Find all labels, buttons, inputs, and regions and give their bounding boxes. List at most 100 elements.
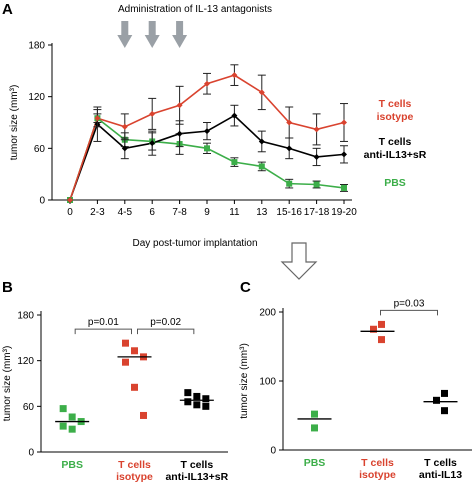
- x-tick-label: 4-5: [118, 207, 133, 218]
- y-tick-label: 60: [34, 144, 46, 155]
- data-point: [176, 130, 183, 137]
- down-arrow-icon: [144, 21, 160, 48]
- data-point: [68, 413, 76, 421]
- data-point: [378, 336, 385, 344]
- y-axis-label: tumor size (mm³): [9, 85, 20, 161]
- group-label: isotype: [359, 469, 396, 481]
- data-point: [311, 424, 318, 432]
- p-value-label: p=0.02: [150, 317, 181, 328]
- down-arrow-icon: [117, 21, 133, 48]
- data-point: [311, 410, 318, 418]
- group-label: T cells: [118, 459, 151, 471]
- group-label: T cells: [180, 459, 213, 471]
- data-point: [59, 422, 67, 430]
- y-tick-label: 100: [259, 377, 276, 388]
- data-point: [370, 325, 377, 333]
- p-value-label: p=0.03: [394, 298, 425, 309]
- legend-label: PBS: [384, 177, 406, 189]
- group-label: anti-IL13+sR: [165, 471, 228, 483]
- data-point: [140, 411, 147, 419]
- data-point: [68, 425, 76, 433]
- x-tick-label: 13: [256, 207, 268, 218]
- data-point: [286, 180, 293, 187]
- legend-label: T cells: [379, 136, 412, 148]
- y-axis-label: tumor size (mm³): [239, 343, 250, 419]
- data-point: [59, 405, 67, 413]
- x-tick-label: 19-20: [331, 207, 357, 218]
- down-arrow-icon: [280, 242, 318, 280]
- x-axis-label: Day post-tumor implantation: [132, 238, 257, 249]
- significance-bracket: [380, 309, 438, 316]
- data-point: [258, 89, 265, 96]
- group-label: PBS: [61, 459, 83, 471]
- y-tick-label: 200: [259, 308, 276, 319]
- x-tick-label: 6: [149, 207, 155, 218]
- data-point: [313, 126, 320, 133]
- data-point: [204, 80, 210, 87]
- data-point: [231, 112, 238, 119]
- y-axis-label: tumor size (mm³): [2, 346, 13, 422]
- legend-label: anti-IL13+sR: [364, 149, 427, 161]
- x-tick-label: 0: [67, 207, 73, 218]
- data-point: [231, 159, 238, 166]
- y-tick-label: 180: [17, 311, 34, 322]
- data-point: [176, 102, 183, 109]
- data-point: [121, 145, 128, 152]
- down-arrow-icon: [280, 242, 318, 280]
- x-tick-label: 11: [229, 207, 240, 218]
- data-point: [441, 407, 448, 415]
- chart-a: 0 60 120 180 0 2-3 4-5 6 7-8 9 11 13 15-16 17-18 19-20…: [9, 4, 427, 249]
- down-arrow-icon: [172, 21, 188, 48]
- panel-c-label: C: [240, 279, 251, 296]
- group-label: PBS: [304, 457, 326, 469]
- data-point: [94, 115, 101, 122]
- x-tick-label: 7-8: [172, 207, 187, 218]
- group-label: T cells: [424, 457, 457, 469]
- data-point: [202, 395, 210, 403]
- annotation-text: Administration of IL-13 antagonists: [118, 4, 272, 15]
- legend-label: T cells: [379, 98, 412, 110]
- data-point: [231, 72, 238, 79]
- data-point: [149, 140, 156, 147]
- group-label: isotype: [116, 471, 153, 483]
- significance-bracket: [74, 328, 132, 335]
- group-label: anti-IL13: [419, 469, 462, 481]
- data-point: [193, 392, 201, 400]
- data-point: [193, 401, 201, 409]
- data-point: [202, 402, 210, 410]
- data-point: [258, 138, 265, 145]
- data-point: [184, 389, 192, 397]
- data-point: [121, 123, 128, 130]
- y-tick-label: 120: [17, 356, 34, 367]
- data-point: [131, 347, 138, 355]
- data-point: [433, 396, 440, 404]
- y-tick-label: 120: [28, 92, 45, 103]
- data-point: [313, 181, 320, 188]
- panel-b-label: B: [2, 279, 13, 296]
- data-point: [204, 145, 210, 152]
- data-point: [286, 119, 293, 126]
- significance-bracket: [137, 328, 195, 335]
- data-point: [286, 145, 293, 152]
- data-point: [204, 128, 210, 135]
- data-point: [313, 153, 320, 160]
- y-tick-label: 0: [28, 448, 34, 459]
- data-point: [131, 383, 138, 391]
- data-point: [184, 398, 192, 406]
- legend-label: isotype: [377, 111, 414, 123]
- x-tick-label: 15-16: [276, 207, 302, 218]
- x-tick-label: 2-3: [90, 207, 105, 218]
- data-point: [441, 389, 448, 397]
- x-tick-label: 9: [204, 207, 210, 218]
- data-point: [67, 197, 73, 203]
- y-tick-label: 60: [23, 402, 35, 413]
- group-label: T cells: [361, 457, 394, 469]
- data-point: [341, 184, 347, 191]
- data-point: [122, 358, 129, 366]
- data-point: [149, 110, 156, 117]
- data-point: [258, 163, 265, 170]
- panel-a-label: A: [2, 1, 13, 18]
